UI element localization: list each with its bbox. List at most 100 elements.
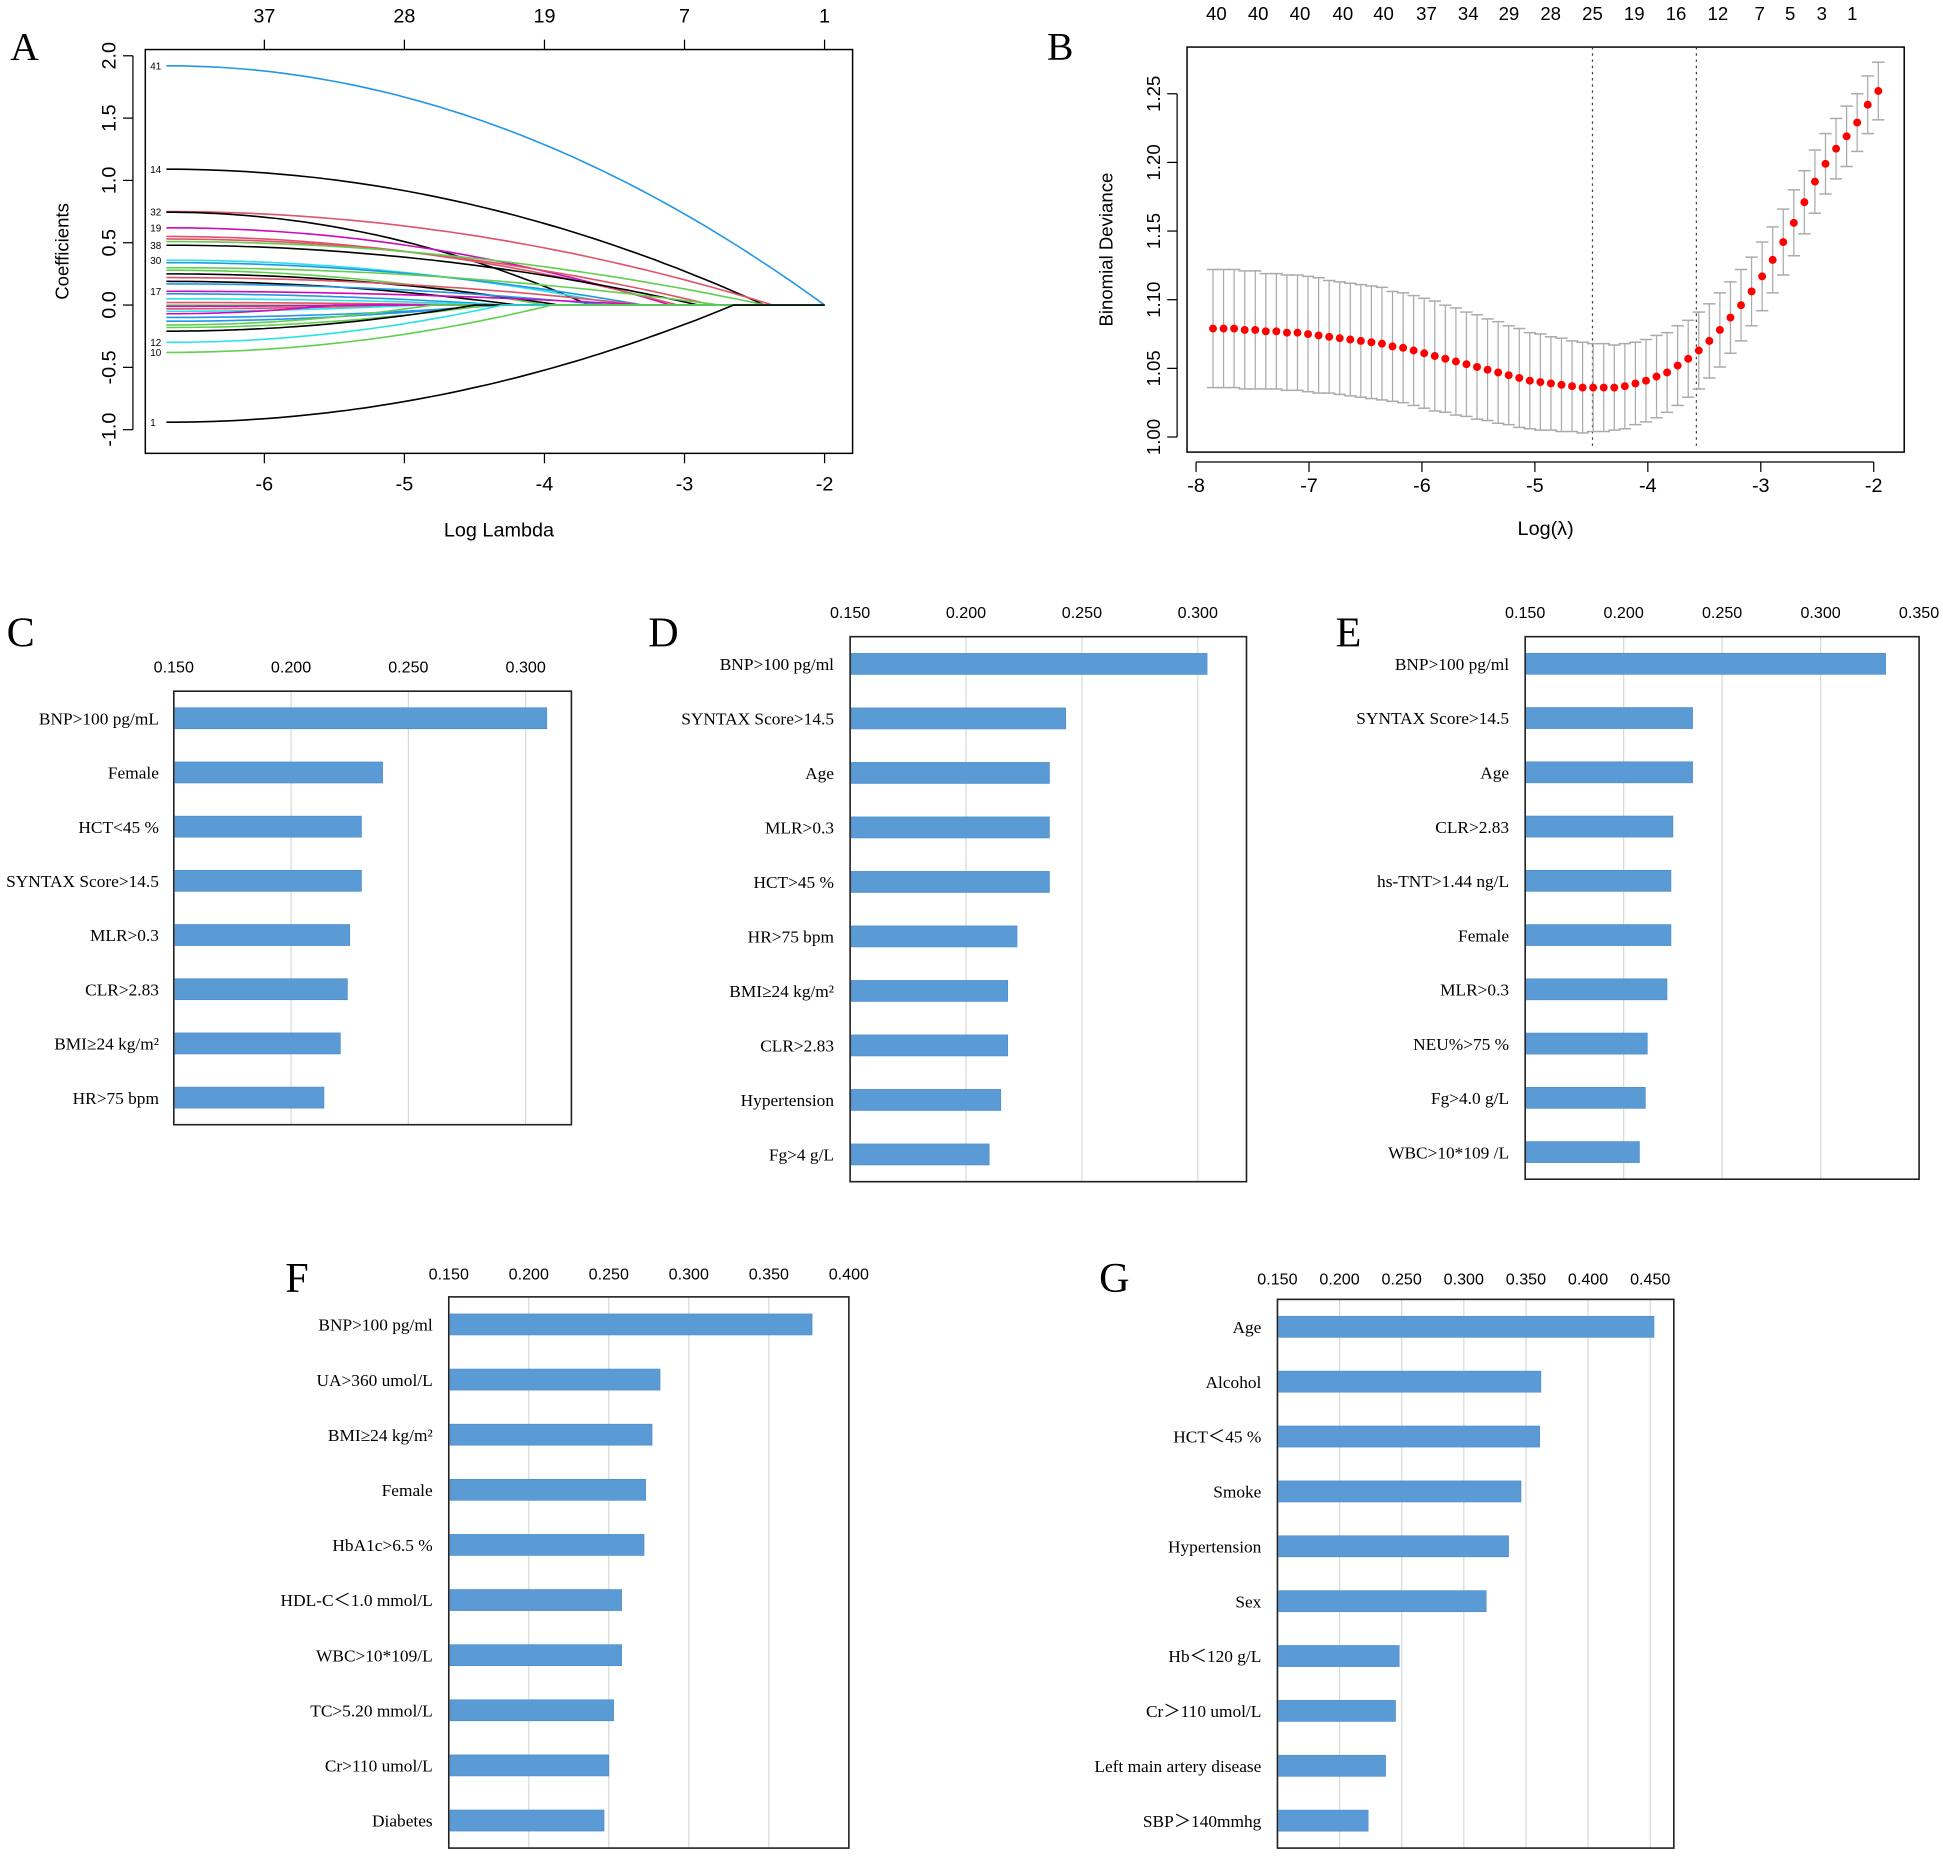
bar (449, 1809, 605, 1832)
bar (1278, 1645, 1400, 1667)
deviance-point (1356, 336, 1365, 345)
y-tick-label: -0.5 (99, 350, 121, 384)
bar (851, 707, 1066, 730)
bar (174, 1032, 341, 1055)
category-label: BMI≥24 kg/m² (54, 1035, 159, 1054)
x-tick-label: -6 (1413, 475, 1431, 497)
deviance-point (1715, 325, 1724, 334)
bar (449, 1699, 614, 1722)
category-label: MLR>0.3 (765, 819, 834, 838)
x-tick-label: 0.150 (429, 1266, 469, 1284)
top-tick-label: 1 (1847, 3, 1857, 24)
category-label: Sex (1235, 1592, 1261, 1611)
top-tick-label: 5 (1785, 3, 1795, 24)
x-tick-label: 0.250 (1062, 604, 1102, 622)
top-tick-label: 7 (1754, 3, 1764, 24)
bar (449, 1589, 622, 1611)
category-label: SYNTAX Score>14.5 (6, 872, 159, 891)
bar (1278, 1590, 1487, 1613)
deviance-point (1821, 159, 1830, 168)
coefficient-path (166, 304, 825, 326)
deviance-point (1663, 368, 1672, 377)
top-tick-label: 16 (1666, 3, 1687, 24)
deviance-point (1219, 324, 1228, 333)
bar (449, 1534, 645, 1556)
x-tick-label: 0.150 (830, 604, 870, 622)
category-label: SYNTAX Score>14.5 (1356, 709, 1509, 728)
category-label: Hypertension (1168, 1537, 1262, 1556)
category-label: Female (382, 1481, 433, 1500)
panel-a: A -6 -5 -4 -3 -2 37 28 19 7 1 -1.0 -0.5 0.0 0.5 1.0 1.5 2… (10, 5, 854, 541)
x-tick-label: -2 (1865, 475, 1883, 497)
x-tick-label: -5 (1526, 475, 1544, 497)
deviance-point (1420, 349, 1429, 358)
x-tick-label: -4 (536, 474, 554, 496)
deviance-point (1494, 368, 1503, 377)
deviance-point (1473, 363, 1481, 371)
y-axis-title: Binomial Deviance (1096, 173, 1117, 327)
deviance-point (1230, 324, 1239, 333)
bar (1278, 1425, 1540, 1448)
deviance-point (1346, 335, 1355, 344)
top-tick-label: 1 (819, 5, 830, 27)
category-label: CLR>2.83 (760, 1037, 834, 1056)
deviance-point (1832, 144, 1841, 153)
deviance-point (1504, 371, 1513, 380)
coefficient-path (166, 304, 825, 333)
deviance-point (1261, 327, 1270, 336)
y-tick-label: 1.20 (1143, 144, 1164, 180)
coefficient-path (166, 304, 825, 344)
x-tick-label: 0.200 (1319, 1270, 1359, 1288)
deviance-point (1800, 198, 1809, 207)
coefficient-path (166, 304, 825, 313)
x-tick-label: 0.450 (1630, 1270, 1670, 1288)
category-label: BNP>100 pg/mL (39, 709, 159, 728)
path-label: 41 (150, 61, 162, 72)
bar (851, 816, 1050, 839)
top-tick-label: 37 (1416, 3, 1437, 24)
x-tick-label: -3 (676, 474, 694, 496)
coefficient-path (166, 304, 825, 310)
category-label: HCT>45 % (753, 873, 834, 892)
coefficient-path (166, 210, 825, 306)
plot-frame (1186, 46, 1905, 453)
category-label: CLR>2.83 (85, 980, 159, 999)
bar (174, 761, 383, 784)
plot-frame (172, 690, 573, 1126)
category-label: HCT＜45 % (1173, 1428, 1261, 1447)
plot-frame (447, 1296, 850, 1849)
deviance-point (1525, 376, 1534, 385)
plot-frame (1524, 635, 1920, 1181)
category-label: CLR>2.83 (1435, 818, 1509, 837)
deviance-point (1874, 87, 1883, 95)
coefficient-path (166, 304, 825, 315)
y-tick-label: 1.10 (1143, 282, 1164, 318)
y-tick-label: -1.0 (99, 413, 121, 447)
bar (1526, 978, 1668, 1001)
deviance-point (1705, 336, 1714, 345)
top-tick-label: 40 (1333, 3, 1354, 24)
coefficient-path (166, 293, 825, 306)
deviance-point (1314, 331, 1323, 340)
panel-letter: E (1336, 610, 1362, 657)
deviance-point (1652, 372, 1661, 381)
category-label: Female (1458, 926, 1509, 945)
top-tick-label: 34 (1458, 3, 1479, 24)
y-tick-label: 0.5 (99, 229, 121, 257)
bar (1278, 1535, 1509, 1558)
deviance-point (1758, 272, 1767, 281)
category-label: Cr>110 umol/L (325, 1757, 433, 1776)
deviance-point (1726, 313, 1735, 322)
top-tick-label: 12 (1708, 3, 1729, 24)
deviance-point (1451, 357, 1460, 366)
coefficient-path (166, 240, 825, 306)
bar (174, 1086, 325, 1109)
category-label: MLR>0.3 (1440, 981, 1509, 1000)
deviance-point (1610, 383, 1619, 392)
bar (1278, 1370, 1542, 1393)
bar (449, 1754, 610, 1777)
category-label: BMI≥24 kg/m² (729, 982, 834, 1001)
deviance-point (1642, 376, 1650, 385)
deviance-point (1367, 338, 1376, 347)
category-label: UA>360 umol/L (317, 1371, 433, 1390)
